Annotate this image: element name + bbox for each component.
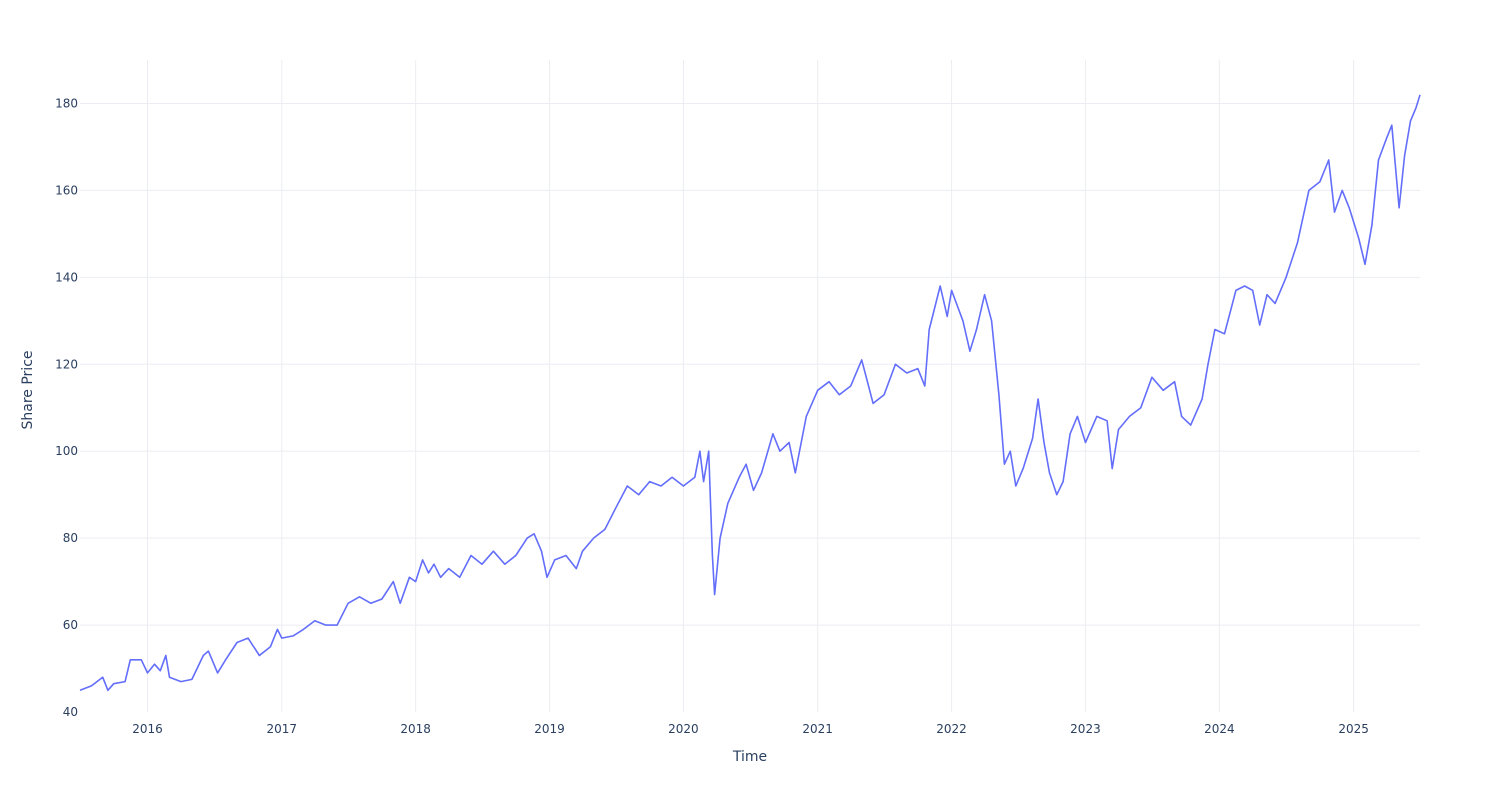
series-line — [79, 94, 1421, 692]
x-tick-label: 2019 — [534, 722, 565, 736]
x-tick-label: 2025 — [1338, 722, 1369, 736]
x-axis-title: Time — [732, 749, 767, 765]
x-tick-labels: 2016 2017 2018 2019 2020 2021 2022 2023 2024 2025 — [132, 722, 1369, 736]
x-tick-label: 2016 — [132, 722, 163, 736]
x-gridlines — [146, 60, 1355, 712]
y-tick-label: 140 — [55, 270, 78, 284]
y-axis-title: Share Price — [20, 350, 36, 429]
x-tick-label: 2020 — [668, 722, 699, 736]
x-tick-label: 2021 — [802, 722, 833, 736]
x-tick-label: 2023 — [1070, 722, 1101, 736]
y-gridlines — [80, 102, 1420, 626]
x-tick-label: 2017 — [266, 722, 297, 736]
y-tick-label: 60 — [63, 618, 78, 632]
y-tick-label: 160 — [55, 183, 78, 197]
x-tick-label: 2022 — [936, 722, 967, 736]
y-tick-label: 80 — [63, 531, 78, 545]
x-tick-label: 2018 — [400, 722, 431, 736]
y-tick-label: 180 — [55, 96, 78, 110]
y-tick-labels: 40 60 80 100 120 140 160 180 — [55, 96, 78, 719]
y-tick-label: 120 — [55, 357, 78, 371]
x-tick-label: 2024 — [1204, 722, 1235, 736]
series-lines — [79, 94, 1421, 692]
y-tick-label: 100 — [55, 444, 78, 458]
y-tick-label: 40 — [63, 705, 78, 719]
